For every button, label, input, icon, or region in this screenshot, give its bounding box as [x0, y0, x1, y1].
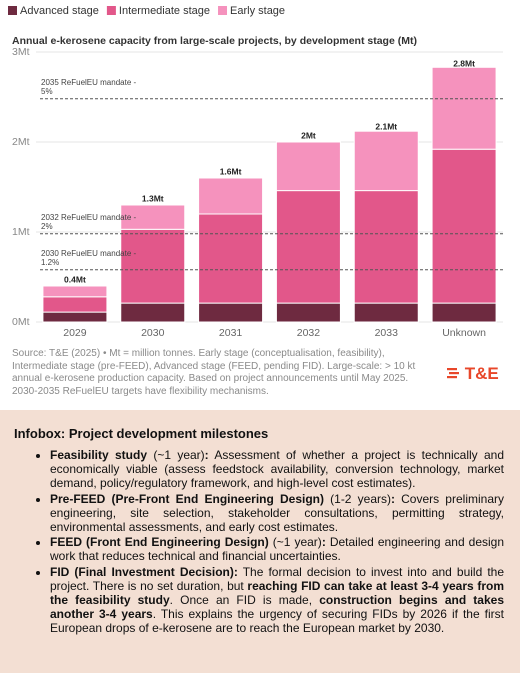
total-label: 1.3Mt [142, 193, 164, 203]
bar-segment [42, 285, 108, 298]
reference-label: 2030 ReFuelEU mandate - [41, 249, 137, 258]
total-label: 2Mt [301, 130, 316, 140]
bar-segment [42, 296, 108, 313]
infobox-text: : [390, 491, 395, 506]
x-tick-label: 2032 [297, 327, 321, 339]
logo: T&E [446, 364, 499, 384]
bar-segment [275, 141, 341, 192]
source-line: Source: T&E (2025) • Mt = million tonnes… [12, 348, 385, 359]
infobox-text: FID (Final Investment Decision): [50, 564, 238, 579]
infobox-text: . This explains the urgency of securing … [50, 607, 504, 636]
infobox-item: FEED (Front End Engineering Design) (~1 … [50, 535, 504, 563]
bar-segment [275, 190, 341, 304]
legend-label: Intermediate stage [119, 5, 210, 17]
bar-segment [431, 302, 497, 323]
infobox-text: The formal decision to invest into and b… [50, 564, 504, 593]
infobox-text: (~1 year) [268, 535, 322, 550]
bar-segment [120, 228, 186, 304]
bar-segment [353, 130, 419, 192]
reference-label: 2035 ReFuelEU mandate - [41, 78, 137, 87]
bar-segment [120, 204, 186, 230]
infobox-item: Feasibility study (~1 year): Assessment … [50, 448, 504, 491]
bar-segment [353, 302, 419, 323]
legend-label: Advanced stage [20, 5, 99, 17]
bar-segment [42, 311, 108, 323]
x-tick-label: 2033 [375, 327, 399, 339]
infobox-title: Infobox: Project development milestones [14, 426, 269, 441]
legend-swatch [218, 6, 228, 15]
infobox-list: Feasibility study (~1 year): Assessment … [14, 448, 504, 636]
bar-segment [198, 302, 264, 323]
y-tick-label: 2Mt [12, 136, 30, 148]
y-tick-label: 0Mt [12, 316, 30, 328]
infobox: Infobox: Project development milestones … [0, 410, 520, 673]
bar-segment [198, 177, 264, 215]
x-tick-label: Unknown [442, 327, 486, 339]
infobox-text: Assessment of whether a project is techn… [50, 448, 504, 491]
reference-label: 5% [41, 87, 53, 96]
y-tick-label: 3Mt [12, 46, 30, 58]
total-label: 0.4Mt [64, 274, 86, 284]
y-tick-label: 1Mt [12, 226, 30, 238]
legend-swatch [106, 6, 116, 15]
source-line: Intermediate stage (pre-FEED), Advanced … [12, 360, 416, 372]
infobox-text: reaching FID can take at least 3-4 years… [50, 578, 504, 608]
x-tick-label: 2029 [63, 327, 87, 339]
infobox-text: : [321, 535, 326, 550]
logo-text: T&E [464, 364, 499, 383]
chart-subtitle: Annual e-kerosene capacity from large-sc… [12, 35, 417, 47]
source-line: 2030-2035 ReFuelEU targets have flexibil… [12, 385, 269, 397]
bar-segment [275, 302, 341, 323]
infobox-text: Feasibility study [50, 448, 148, 462]
infobox-item: FID (Final Investment Decision): The for… [50, 565, 504, 636]
infobox-text: construction begins and takes another 3-… [50, 593, 504, 622]
bar-segment [431, 148, 497, 304]
infobox-text: (~1 year) [147, 448, 205, 462]
infobox-text: FEED (Front End Engineering Design) [50, 535, 269, 550]
infobox-text: : [204, 448, 209, 462]
reference-label: 1.2% [41, 258, 59, 267]
logo-icon [447, 368, 459, 379]
infobox-text: (1-2 years) [323, 491, 391, 506]
bar-segment [198, 213, 264, 304]
reference-label: 2% [41, 222, 53, 231]
legend-swatch [8, 6, 17, 15]
bar-segment [120, 302, 186, 323]
infobox-item: Pre-FEED (Pre-Front End Engineering Desi… [50, 492, 504, 535]
total-label: 2.8Mt [453, 58, 475, 68]
infobox-text: Detailed engineering and design work tha… [50, 535, 505, 564]
infobox-text: . Once an FID is made, [169, 593, 320, 608]
chart: Annual e-kerosene capacity from large-sc… [8, 5, 503, 339]
x-tick-label: 2030 [141, 327, 165, 339]
bar-segment [353, 190, 419, 304]
total-label: 2.1Mt [375, 121, 397, 131]
x-tick-label: 2031 [219, 327, 243, 339]
total-label: 1.6Mt [220, 166, 242, 176]
source-note: Source: T&E (2025) • Mt = million tonnes… [12, 348, 415, 398]
legend-label: Early stage [230, 5, 285, 17]
infobox-text: Covers preliminary engineering, site sel… [50, 491, 504, 535]
bar-segment [431, 66, 497, 150]
infobox-text: Pre-FEED (Pre-Front End Engineering Desi… [50, 491, 324, 506]
source-line: annual e-kerosene production capacity. B… [12, 373, 409, 385]
reference-label: 2032 ReFuelEU mandate - [41, 213, 137, 222]
